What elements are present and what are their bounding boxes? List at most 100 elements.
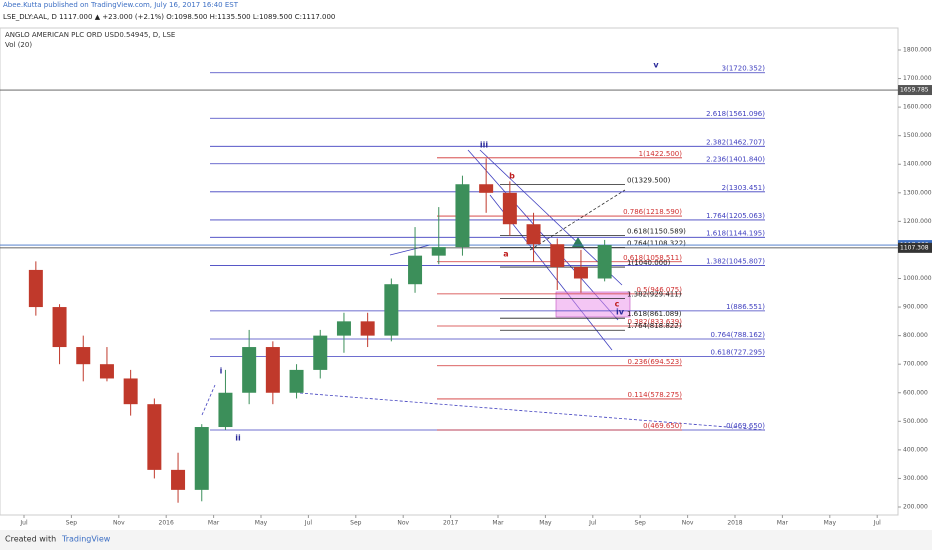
wave-label: b (509, 172, 515, 181)
fib-label: 0(1329.500) (627, 176, 671, 184)
x-tick-label: Sep (635, 520, 647, 527)
candle-body (479, 184, 494, 193)
y-tick-label: 500.000 (903, 418, 928, 425)
footer-text: Created with (5, 535, 56, 544)
candle-body (289, 369, 304, 393)
fib-label: 0.382(833.639) (628, 318, 683, 326)
y-tick-label: 1300.000 (903, 189, 932, 196)
fib-label: 0.618(1150.589) (627, 227, 686, 235)
x-tick-label: Mar (777, 520, 789, 527)
candle-body (455, 184, 470, 248)
x-tick-label: Nov (397, 520, 409, 527)
x-tick-label: 2016 (159, 520, 174, 527)
y-tick-label: 300.000 (903, 475, 928, 482)
fib-label: 0.764(788.162) (711, 331, 766, 339)
x-tick-label: Mar (208, 520, 220, 527)
fib-label: 0(469.650) (643, 422, 682, 430)
x-tick-label: Jul (873, 520, 882, 527)
x-tick-label: Jul (19, 520, 28, 527)
fib-label: 1(1040.000) (627, 259, 671, 267)
candle-body (52, 307, 67, 348)
subtitle: Vol (20) (5, 41, 32, 49)
fib-label: 1.764(818.822) (627, 322, 682, 330)
candle-body (147, 404, 162, 470)
x-tick-label: May (255, 520, 268, 527)
candle-body (573, 267, 588, 279)
wave-label: iv (616, 308, 625, 317)
candle-body (123, 378, 138, 405)
price-tag (898, 242, 932, 253)
wave-label: c (615, 300, 620, 309)
x-tick-label: Nov (682, 520, 694, 527)
footer-bar (0, 530, 932, 550)
candle-body (431, 247, 446, 256)
fib-label: 0.764(1108.322) (627, 240, 686, 248)
fib-label: 1.382(1045.807) (706, 257, 765, 265)
candle-body (265, 347, 280, 393)
candle-body (28, 269, 43, 308)
arrow-up (572, 237, 584, 247)
fib-label: 0(469.650) (726, 422, 765, 430)
price-tag-label: 1107.308 (900, 244, 929, 251)
fib-label: 0.236(694.523) (628, 358, 683, 366)
price-tag (898, 85, 932, 96)
fib-label: 0.618(1058.511) (623, 254, 682, 262)
fib-label: 1(1422.500) (639, 150, 683, 158)
fib-label: 1.618(1144.195) (706, 229, 765, 237)
y-tick-label: 700.000 (903, 361, 928, 368)
y-tick-label: 1800.000 (903, 46, 932, 53)
candle-body (171, 469, 186, 490)
fib-label: 0.114(578.275) (628, 391, 683, 399)
price-tag-label: 1659.785 (900, 87, 929, 94)
candle-body (550, 244, 565, 268)
candle-body (384, 284, 399, 336)
candle-body (526, 224, 541, 245)
candle-body (336, 321, 351, 336)
y-tick-label: 900.000 (903, 304, 928, 311)
fib-label: 2.236(1401.840) (706, 156, 765, 164)
y-tick-label: 1600.000 (903, 104, 932, 111)
fib-label: 1.618(861.089) (627, 310, 682, 318)
candle-body (597, 245, 612, 279)
wave-label: i (220, 367, 223, 376)
x-tick-label: Mar (492, 520, 504, 527)
fib-label: 1.764(1205.063) (706, 212, 765, 220)
fib-label: 0.5(946.075) (636, 286, 682, 294)
wave-label: ii (235, 434, 241, 443)
y-tick-label: 1400.000 (903, 161, 932, 168)
quote: LSE_DLY:AAL, D 1117.000 ▲ +23.000 (+2.1%… (3, 13, 335, 21)
fib-label: 2.618(1561.096) (706, 110, 765, 118)
y-tick-label: 800.000 (903, 332, 928, 339)
x-tick-label: Jul (588, 520, 597, 527)
wave-label: v (653, 61, 659, 70)
candle-body (99, 364, 114, 379)
y-tick-label: 1200.000 (903, 218, 932, 225)
candle-body (408, 255, 423, 285)
x-tick-label: 2018 (727, 520, 742, 527)
candle-body (313, 335, 328, 370)
fib-label: 1(886.551) (726, 303, 765, 311)
x-tick-label: 2017 (443, 520, 458, 527)
y-tick-label: 1500.000 (903, 132, 932, 139)
x-tick-label: Jul (304, 520, 313, 527)
footer-brand: TradingView (61, 535, 111, 544)
fib-label: 1.382(929.411) (627, 291, 682, 299)
wave-label: a (503, 250, 508, 259)
y-tick-label: 1000.000 (903, 275, 932, 282)
candle-body (194, 427, 209, 490)
target-zone (555, 291, 631, 318)
x-tick-label: Nov (113, 520, 125, 527)
fib-label: 0.618(727.295) (711, 348, 766, 356)
y-tick-label: 1700.000 (903, 75, 932, 82)
candle-body (502, 192, 517, 225)
y-tick-label: 200.000 (903, 504, 928, 511)
x-tick-label: Sep (66, 520, 78, 527)
x-tick-label: May (539, 520, 552, 527)
chart-title: ANGLO AMERICAN PLC ORD USD0.54945, D, LS… (5, 31, 175, 39)
fib-label: 2.382(1462.707) (706, 138, 765, 146)
x-tick-label: May (824, 520, 837, 527)
plot-frame (0, 27, 899, 516)
wave-label: iii (480, 141, 488, 150)
